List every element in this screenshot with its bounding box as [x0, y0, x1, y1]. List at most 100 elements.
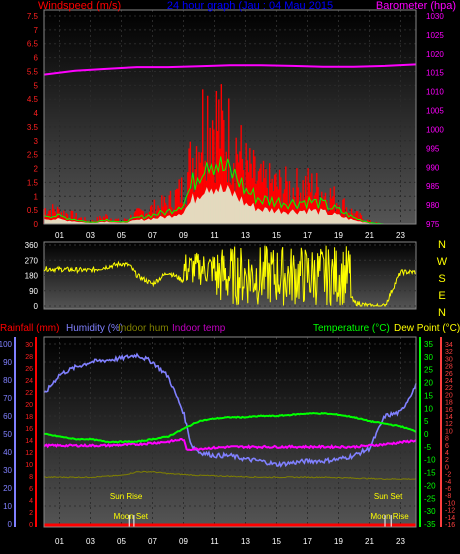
- humidity-y-tick-label: 30: [3, 466, 12, 475]
- temp-x-tick-label: 15: [272, 537, 281, 546]
- temperature-y-tick-label: 5: [424, 417, 429, 426]
- dewpoint-y-tick-label: 30: [445, 356, 453, 363]
- direction-y-tick-label: 180: [25, 272, 39, 281]
- wind-x-tick-label: 07: [148, 231, 157, 240]
- rainfall-y-tick-label: 6: [29, 486, 33, 493]
- temperature-y-tick-label: 35: [424, 340, 433, 349]
- barometer-axis-title: Barometer (hpa): [376, 0, 456, 12]
- moon-set-label: Moon Set: [114, 512, 149, 521]
- humidity-y-tick-label: 100: [0, 340, 13, 349]
- humidity-axis-title: Humidity (%): [66, 323, 123, 334]
- dewpoint-y-tick-label: 16: [445, 407, 453, 414]
- temperature-y-tick-label: -5: [424, 443, 432, 452]
- humidity-line: [43, 352, 417, 468]
- humidity-y-tick-label: 70: [3, 394, 12, 403]
- dewpoint-y-tick-label: -16: [445, 522, 455, 529]
- wind-y-tick-label: 4.5: [27, 95, 39, 104]
- temperature-y-tick-label: 15: [424, 391, 433, 400]
- rainfall-y-tick-label: 30: [25, 342, 33, 349]
- wind-y-tick-label: 3.5: [27, 123, 39, 132]
- temp-x-tick-label: 03: [86, 537, 95, 546]
- direction-y-tick-label: 90: [29, 287, 38, 296]
- temperature-line: [44, 411, 417, 444]
- baro-y-tick-label: 1025: [426, 31, 444, 40]
- rainfall-y-tick-label: 12: [25, 450, 33, 457]
- wind-y-tick-label: 2: [34, 165, 39, 174]
- temp-x-tick-label: 11: [210, 537, 219, 546]
- sun-set-label: Sun Set: [374, 492, 403, 501]
- temp-x-tick-label: 09: [179, 537, 188, 546]
- temperature-axis-title: Temperature (°C): [313, 323, 390, 334]
- dewpoint-y-tick-label: 18: [445, 400, 453, 407]
- baro-y-tick-label: 985: [426, 182, 440, 191]
- wind-x-tick-label: 19: [334, 231, 343, 240]
- dewpoint-y-tick-label: 34: [445, 342, 453, 349]
- baro-y-tick-label: 1030: [426, 12, 444, 21]
- temp-x-tick-label: 07: [148, 537, 157, 546]
- compass-label-s: S: [438, 273, 445, 285]
- indoor-humidity-line: [44, 470, 417, 481]
- dewpoint-y-tick-label: 0: [445, 464, 449, 471]
- wind-x-tick-label: 01: [55, 231, 64, 240]
- dewpoint-y-tick-label: 32: [445, 349, 453, 356]
- dewpoint-y-tick-label: 28: [445, 364, 453, 371]
- sun-rise-label: Sun Rise: [110, 492, 143, 501]
- rainfall-y-tick-label: 2: [29, 510, 33, 517]
- baro-y-tick-label: 1010: [426, 88, 444, 97]
- temperature-y-tick-label: -25: [424, 494, 436, 503]
- wind-y-tick-label: 1.5: [27, 178, 39, 187]
- rainfall-y-tick-label: 0: [29, 522, 33, 529]
- baro-y-tick-label: 1020: [426, 50, 444, 59]
- wind-direction-line: [43, 245, 416, 308]
- compass-label-n: N: [438, 239, 446, 251]
- humidity-y-tick-label: 50: [3, 430, 12, 439]
- rainfall-y-tick-label: 20: [25, 402, 33, 409]
- baro-y-tick-label: 1015: [426, 69, 444, 78]
- dewpoint-y-tick-label: 8: [445, 436, 449, 443]
- temp-x-tick-label: 13: [241, 537, 250, 546]
- baro-y-tick-label: 980: [426, 201, 440, 210]
- wind-plot-border: [43, 9, 417, 225]
- direction-y-tick-label: 270: [25, 256, 39, 265]
- dewpoint-y-tick-label: -14: [445, 515, 455, 522]
- wind-y-tick-label: 7: [34, 26, 39, 35]
- temp-x-tick-label: 21: [365, 537, 374, 546]
- rainfall-y-tick-label: 4: [29, 498, 33, 505]
- rainfall-y-tick-label: 22: [25, 390, 33, 397]
- graph-title: 24 hour graph (Jau : 04 Mau 2015: [167, 0, 333, 12]
- dewpoint-y-tick-label: -10: [445, 500, 455, 507]
- wind-y-tick-label: 5.5: [27, 67, 39, 76]
- rainfall-y-tick-label: 28: [25, 354, 33, 361]
- temp-plot-border: [43, 336, 417, 528]
- temperature-y-tick-label: -20: [424, 481, 436, 490]
- rainfall-y-tick-label: 16: [25, 426, 33, 433]
- dewpoint-y-tick-label: -12: [445, 508, 455, 515]
- humidity-y-tick-label: 20: [3, 484, 12, 493]
- indoor-humidity-axis-title: Indoor hum: [118, 323, 169, 334]
- wind-x-tick-label: 09: [179, 231, 188, 240]
- temp-x-tick-label: 01: [55, 537, 64, 546]
- dewpoint-y-tick-label: 24: [445, 378, 453, 385]
- dewpoint-y-tick-label: 26: [445, 371, 453, 378]
- dewpoint-y-tick-label: 4: [445, 450, 449, 457]
- rainfall-y-tick-label: 26: [25, 366, 33, 373]
- wind-y-tick-label: 3: [34, 137, 39, 146]
- humidity-y-tick-label: 60: [3, 412, 12, 421]
- dewpoint-axis-title: Dew Point (°C): [394, 323, 460, 334]
- temperature-y-tick-label: 20: [424, 379, 433, 388]
- indoor-temp-axis-title: Indoor temp: [172, 323, 226, 334]
- dewpoint-y-tick-label: -2: [445, 472, 451, 479]
- humidity-y-tick-label: 80: [3, 376, 12, 385]
- temperature-y-tick-label: 30: [424, 353, 433, 362]
- baro-y-tick-label: 1005: [426, 107, 444, 116]
- dewpoint-y-tick-label: -8: [445, 493, 451, 500]
- wind-x-tick-label: 11: [210, 231, 219, 240]
- compass-label-e: E: [438, 290, 445, 302]
- moon-rise-label: Moon Rise: [371, 512, 410, 521]
- dewpoint-y-tick-label: 10: [445, 428, 453, 435]
- baro-y-tick-label: 975: [426, 220, 440, 229]
- dewpoint-y-tick-label: -6: [445, 486, 451, 493]
- temp-x-tick-label: 19: [334, 537, 343, 546]
